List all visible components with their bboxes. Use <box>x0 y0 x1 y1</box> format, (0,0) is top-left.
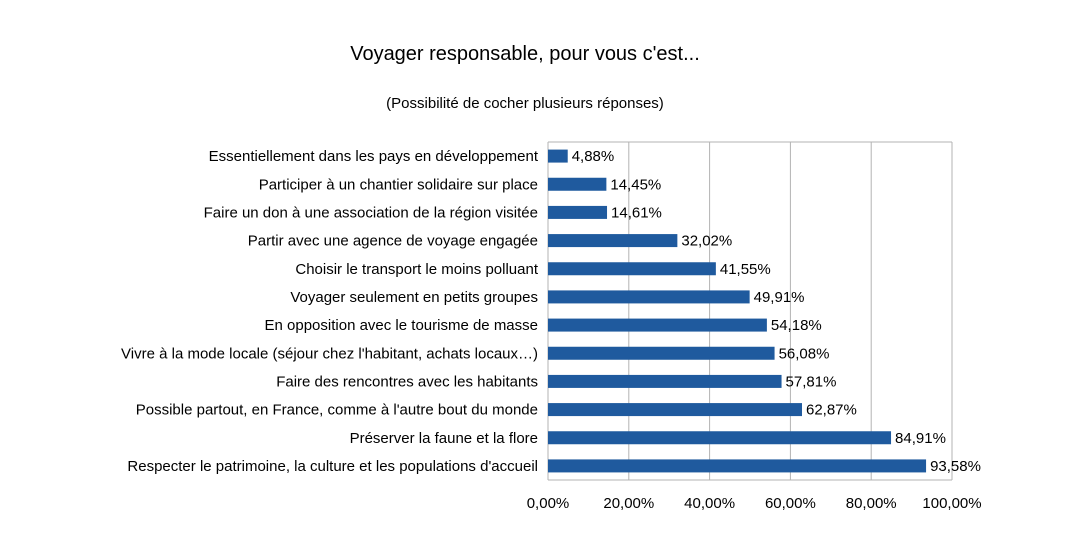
x-tick-label: 40,00% <box>684 495 735 512</box>
category-label: En opposition avec le tourisme de masse <box>265 317 538 334</box>
bar <box>548 290 750 304</box>
category-label: Essentiellement dans les pays en dévelop… <box>209 148 539 165</box>
bar <box>548 431 892 445</box>
category-label: Préserver la faune et la flore <box>350 430 538 447</box>
category-label: Partir avec une agence de voyage engagée <box>248 233 538 250</box>
chart-subtitle: (Possibilité de cocher plusieurs réponse… <box>386 95 664 112</box>
data-label: 41,55% <box>720 261 771 278</box>
bars <box>548 149 927 473</box>
category-labels: Essentiellement dans les pays en dévelop… <box>121 148 539 475</box>
data-label: 93,58% <box>930 458 981 475</box>
x-tick-label: 100,00% <box>922 495 981 512</box>
data-label: 57,81% <box>786 373 837 390</box>
data-label: 56,08% <box>779 345 830 362</box>
data-label: 62,87% <box>806 402 857 419</box>
bar <box>548 262 716 276</box>
data-label: 14,45% <box>610 176 661 193</box>
grid-lines <box>547 141 953 481</box>
category-label: Vivre à la mode locale (séjour chez l'ha… <box>121 345 538 362</box>
category-label: Faire des rencontres avec les habitants <box>276 373 538 390</box>
x-tick-label: 0,00% <box>527 495 570 512</box>
bar <box>548 318 767 332</box>
bar <box>548 149 568 163</box>
bar <box>548 234 678 248</box>
category-label: Choisir le transport le moins polluant <box>295 261 538 278</box>
x-tick-label: 20,00% <box>603 495 654 512</box>
x-tick-label: 80,00% <box>846 495 897 512</box>
bar <box>548 177 607 191</box>
data-label: 32,02% <box>681 233 732 250</box>
bar <box>548 403 802 417</box>
data-label: 49,91% <box>754 289 805 306</box>
category-label: Participer à un chantier solidaire sur p… <box>259 176 538 193</box>
data-label: 14,61% <box>611 204 662 221</box>
bar <box>548 459 927 473</box>
data-label: 4,88% <box>572 148 615 165</box>
category-label: Voyager seulement en petits groupes <box>290 289 538 306</box>
x-tick-labels: 0,00% 20,00% 40,00% 60,00% 80,00% 100,00% <box>527 495 982 512</box>
chart-title: Voyager responsable, pour vous c'est... <box>350 43 700 65</box>
x-tick-label: 60,00% <box>765 495 816 512</box>
data-label: 84,91% <box>895 430 946 447</box>
bar <box>548 346 775 360</box>
category-label: Respecter le patrimoine, la culture et l… <box>127 458 538 475</box>
bar <box>548 374 782 388</box>
category-label: Faire un don à une association de la rég… <box>204 204 538 221</box>
category-label: Possible partout, en France, comme à l'a… <box>136 402 538 419</box>
bar <box>548 205 608 219</box>
data-labels: 4,88% 14,45% 14,61% 32,02% 41,55% 49,91% 54,18… <box>572 148 981 475</box>
data-label: 54,18% <box>771 317 822 334</box>
